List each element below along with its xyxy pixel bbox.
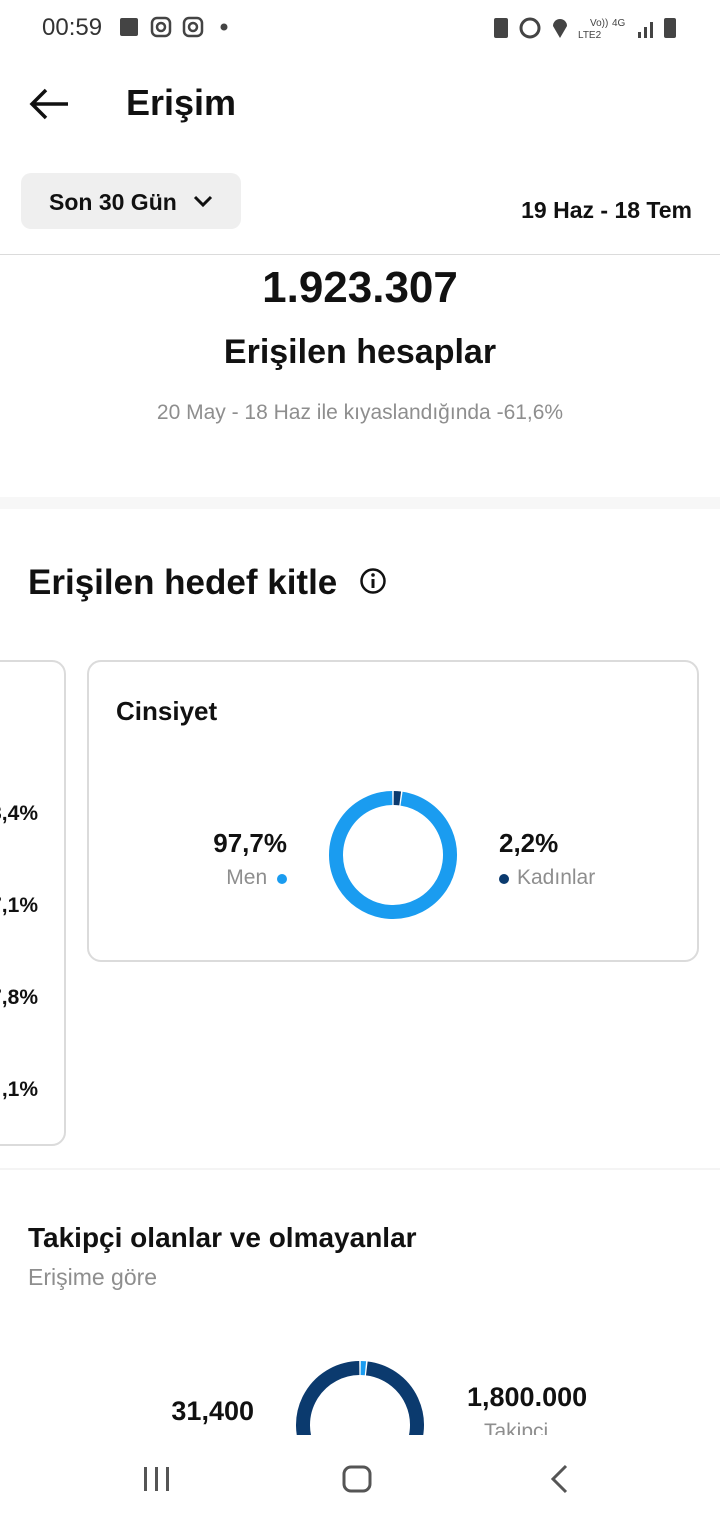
divider [0, 1168, 720, 1170]
status-icons [120, 16, 228, 38]
system-icons: Vo))LTE2 4G [494, 17, 676, 41]
age-value: 7,1% [0, 894, 38, 917]
back-button[interactable] [28, 86, 72, 122]
reach-comparison: 20 May - 18 Haz ile kıyaslandığında -61,… [156, 401, 564, 424]
legend-label: Men [226, 866, 268, 889]
age-value: ,1% [1, 1078, 38, 1101]
card-title: Cinsiyet [116, 696, 218, 726]
period-selector[interactable]: Son 30 Gün [21, 173, 241, 229]
gender-card: Cinsiyet 97,7% Men 2,2% Kadınlar [87, 660, 699, 962]
reach-value: 1.923.307 [262, 263, 458, 312]
svg-text:LTE2: LTE2 [578, 30, 602, 41]
svg-text:Vo)): Vo)) [590, 18, 608, 29]
info-icon[interactable] [359, 567, 387, 595]
reach-label: Erişilen hesaplar [223, 333, 497, 371]
followers-donut [296, 1361, 424, 1435]
gender-donut [329, 791, 457, 919]
age-value: 3,4% [0, 802, 38, 825]
followers-subtitle: Erişime göre [28, 1264, 158, 1290]
women-legend: Kadınlar [499, 866, 595, 890]
followers-title: Takipçi olanlar ve olmayanlar [28, 1222, 417, 1253]
men-value: 97,7% [213, 828, 287, 858]
donut-segment [329, 791, 457, 919]
followers-chart: 31,400 1,800.000 Takipçi [0, 1340, 720, 1435]
recents-button[interactable] [144, 1467, 169, 1491]
chevron [193, 195, 213, 208]
back-nav-button[interactable] [550, 1464, 568, 1494]
age-value: 7,8% [0, 986, 38, 1009]
non-follower-value: 31,400 [171, 1396, 254, 1426]
section-title: Erişilen hedef kitle [28, 563, 338, 602]
follower-legend: Takipçi [484, 1420, 549, 1435]
date-range: 19 Haz - 18 Tem [521, 197, 692, 223]
legend-dot [499, 874, 509, 884]
age-card: 3,4% 7,1% 7,8% ,1% [0, 660, 66, 1146]
section-divider [0, 497, 720, 509]
follower-value: 1,800.000 [467, 1382, 588, 1412]
home-button[interactable] [342, 1465, 372, 1493]
nav-bar [0, 1435, 720, 1520]
men-legend: Men [226, 866, 287, 890]
period-label: Son 30 Gün [49, 189, 177, 215]
divider [0, 254, 720, 255]
legend-label: Kadınlar [517, 866, 596, 889]
page-title: Erişim [126, 82, 237, 123]
women-value: 2,2% [499, 828, 559, 858]
svg-text:4G: 4G [612, 18, 626, 29]
donut-segment [296, 1361, 424, 1435]
status-time: 00:59 [42, 14, 103, 41]
legend-dot [277, 874, 287, 884]
